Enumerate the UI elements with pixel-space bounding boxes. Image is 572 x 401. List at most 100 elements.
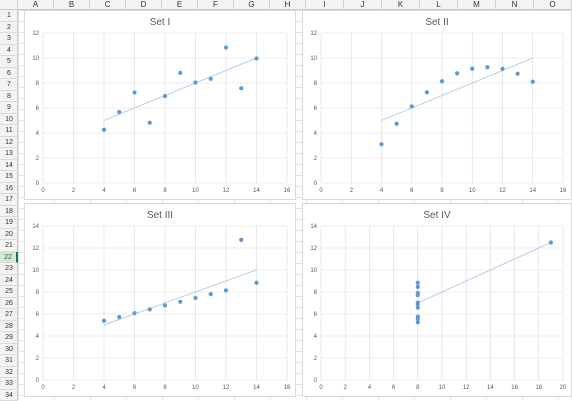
data-point[interactable] (224, 288, 228, 292)
data-point[interactable] (410, 104, 414, 108)
data-point[interactable] (239, 86, 243, 90)
row-header-8[interactable]: 8 (0, 91, 18, 103)
data-point[interactable] (254, 281, 258, 285)
data-point[interactable] (132, 90, 136, 94)
row-header-21[interactable]: 21 (0, 240, 18, 252)
data-point[interactable] (416, 285, 420, 289)
column-header-h[interactable]: H (270, 0, 306, 10)
data-point[interactable] (193, 80, 197, 84)
column-header-k[interactable]: K (382, 0, 420, 10)
trendline (418, 243, 551, 303)
row-header-34[interactable]: 34 (0, 390, 18, 401)
x-tick-label: 14 (529, 188, 536, 194)
data-point[interactable] (516, 72, 520, 76)
select-all-corner[interactable] (0, 0, 18, 10)
column-header-e[interactable]: E (162, 0, 198, 10)
row-header-3[interactable]: 3 (0, 33, 18, 45)
data-point[interactable] (239, 238, 243, 242)
data-point[interactable] (163, 303, 167, 307)
data-point[interactable] (102, 128, 106, 132)
data-point[interactable] (148, 307, 152, 311)
row-header-17[interactable]: 17 (0, 194, 18, 206)
data-point[interactable] (531, 80, 535, 84)
y-tick-label: 0 (36, 181, 40, 187)
data-point[interactable] (416, 291, 420, 295)
row-header-29[interactable]: 29 (0, 332, 18, 344)
data-point[interactable] (102, 319, 106, 323)
data-point[interactable] (224, 45, 228, 49)
data-point[interactable] (163, 94, 167, 98)
data-point[interactable] (209, 77, 213, 81)
data-point[interactable] (395, 122, 399, 126)
column-header-m[interactable]: M (458, 0, 496, 10)
row-header-25[interactable]: 25 (0, 286, 18, 298)
row-header-26[interactable]: 26 (0, 298, 18, 310)
data-point[interactable] (416, 281, 420, 285)
column-header-c[interactable]: C (90, 0, 126, 10)
column-header-i[interactable]: I (306, 0, 344, 10)
data-point[interactable] (500, 67, 504, 71)
data-point[interactable] (455, 71, 459, 75)
row-header-7[interactable]: 7 (0, 79, 18, 91)
x-tick-label: 14 (253, 385, 260, 391)
data-point[interactable] (485, 65, 489, 69)
row-header-5[interactable]: 5 (0, 56, 18, 68)
data-point[interactable] (117, 110, 121, 114)
data-point[interactable] (117, 315, 121, 319)
data-point[interactable] (440, 79, 444, 83)
y-tick-label: 10 (310, 56, 317, 62)
row-header-2[interactable]: 2 (0, 22, 18, 34)
row-header-11[interactable]: 11 (0, 125, 18, 137)
row-header-24[interactable]: 24 (0, 275, 18, 287)
row-header-31[interactable]: 31 (0, 355, 18, 367)
row-header-18[interactable]: 18 (0, 206, 18, 218)
row-header-9[interactable]: 9 (0, 102, 18, 114)
y-tick-label: 12 (32, 246, 39, 252)
row-header-1[interactable]: 1 (0, 10, 18, 22)
row-header-16[interactable]: 16 (0, 183, 18, 195)
row-header-12[interactable]: 12 (0, 137, 18, 149)
column-header-d[interactable]: D (126, 0, 162, 10)
row-header-4[interactable]: 4 (0, 45, 18, 57)
row-header-28[interactable]: 28 (0, 321, 18, 333)
row-header-27[interactable]: 27 (0, 309, 18, 321)
row-header-33[interactable]: 33 (0, 378, 18, 390)
row-header-19[interactable]: 19 (0, 217, 18, 229)
data-point[interactable] (148, 121, 152, 125)
data-point[interactable] (209, 292, 213, 296)
column-header-g[interactable]: G (234, 0, 270, 10)
column-header-a[interactable]: A (18, 0, 54, 10)
data-point[interactable] (416, 302, 420, 306)
y-tick-label: 0 (314, 378, 318, 384)
row-header-15[interactable]: 15 (0, 171, 18, 183)
data-point[interactable] (193, 296, 197, 300)
column-header-f[interactable]: F (198, 0, 234, 10)
column-header-j[interactable]: J (344, 0, 382, 10)
data-point[interactable] (254, 56, 258, 60)
data-point[interactable] (379, 142, 383, 146)
column-header-o[interactable]: O (534, 0, 572, 10)
row-header-6[interactable]: 6 (0, 68, 18, 80)
row-header-30[interactable]: 30 (0, 344, 18, 356)
data-point[interactable] (132, 311, 136, 315)
row-header-32[interactable]: 32 (0, 367, 18, 379)
row-header-22[interactable]: 22 (0, 252, 18, 264)
row-header-10[interactable]: 10 (0, 114, 18, 126)
column-header-l[interactable]: L (420, 0, 458, 10)
data-point[interactable] (549, 240, 553, 244)
column-header-b[interactable]: B (54, 0, 90, 10)
row-header-13[interactable]: 13 (0, 148, 18, 160)
data-point[interactable] (178, 71, 182, 75)
data-point[interactable] (425, 90, 429, 94)
row-header-20[interactable]: 20 (0, 229, 18, 241)
data-point[interactable] (416, 317, 420, 321)
data-point[interactable] (470, 67, 474, 71)
row-header-14[interactable]: 14 (0, 160, 18, 172)
row-header-23[interactable]: 23 (0, 263, 18, 275)
data-point[interactable] (178, 300, 182, 304)
column-header-n[interactable]: N (496, 0, 534, 10)
